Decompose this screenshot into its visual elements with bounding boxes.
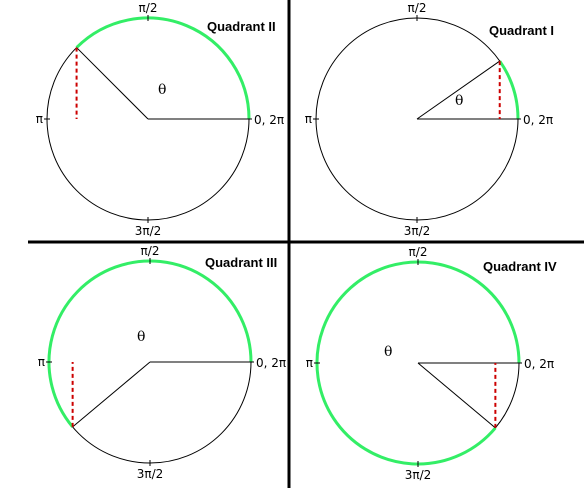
tick-marks xyxy=(46,258,254,466)
label-pi: π xyxy=(36,112,43,126)
angle-arc xyxy=(47,259,253,428)
quadrant-title: Quadrant II xyxy=(207,19,276,34)
theta-label: θ xyxy=(384,344,392,360)
label-3pi-over-2: 3π/2 xyxy=(405,468,432,482)
panel-quadrant-i: π/2 π 3π/2 0, 2π θ Quadrant I xyxy=(305,1,554,238)
panel-quadrant-iii: π/2 π 3π/2 0, 2π θ Quadrant III xyxy=(38,244,286,481)
terminal-side xyxy=(417,362,496,429)
tick-marks xyxy=(313,15,521,223)
tick-marks xyxy=(314,259,522,467)
angle-arc xyxy=(498,60,520,120)
label-pi-over-2: π/2 xyxy=(139,1,158,15)
panel-quadrant-ii: π/2 π 3π/2 0, 2π θ Quadrant II xyxy=(36,1,284,238)
quadrant-title: Quadrant III xyxy=(205,255,277,270)
label-pi: π xyxy=(38,355,45,369)
label-pi-over-2: π/2 xyxy=(409,245,428,259)
tick-marks xyxy=(44,15,252,223)
terminal-side xyxy=(72,361,151,428)
theta-label: θ xyxy=(158,82,166,98)
label-0-2pi: 0, 2π xyxy=(256,356,286,370)
label-pi: π xyxy=(306,356,313,370)
label-pi-over-2: π/2 xyxy=(141,244,160,258)
terminal-side xyxy=(76,47,149,120)
label-pi-over-2: π/2 xyxy=(408,1,427,15)
quadrant-title: Quadrant IV xyxy=(483,259,557,274)
label-0-2pi: 0, 2π xyxy=(523,113,553,127)
label-0-2pi: 0, 2π xyxy=(524,357,554,371)
label-3pi-over-2: 3π/2 xyxy=(137,467,164,481)
theta-label: θ xyxy=(455,93,463,109)
label-0-2pi: 0, 2π xyxy=(254,113,284,127)
terminal-side xyxy=(416,60,501,120)
theta-label: θ xyxy=(137,329,145,345)
label-3pi-over-2: 3π/2 xyxy=(404,224,431,238)
label-pi: π xyxy=(305,112,312,126)
panel-quadrant-iv: π/2 π 3π/2 0, 2π θ Quadrant IV xyxy=(306,245,557,482)
quadrant-title: Quadrant I xyxy=(489,23,554,38)
angle-arc xyxy=(75,16,251,120)
label-3pi-over-2: 3π/2 xyxy=(135,224,162,238)
